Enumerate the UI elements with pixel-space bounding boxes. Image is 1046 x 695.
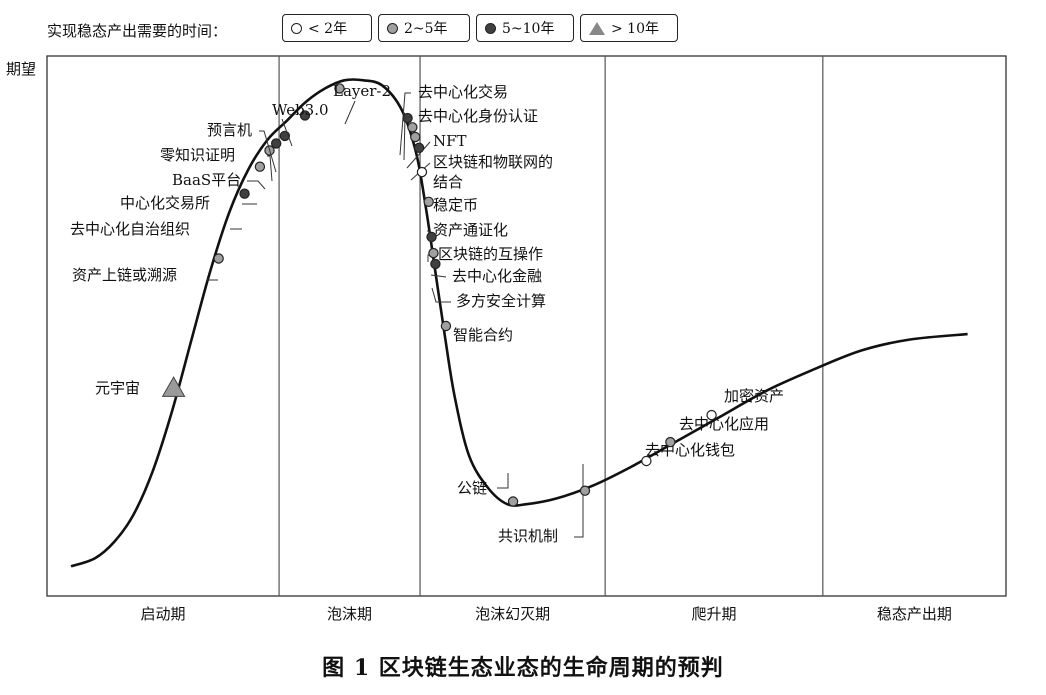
point-marker — [410, 131, 421, 143]
point-marker — [254, 161, 266, 172]
point-label: 中心化交易所 — [120, 194, 210, 212]
leader-line — [574, 464, 584, 538]
phase-label: 启动期 — [141, 605, 186, 623]
point-label: 元宇宙 — [95, 379, 140, 397]
point-label: 去中心化自治组织 — [70, 220, 190, 238]
legend-item-lt2: < 2年 — [282, 14, 372, 42]
phase-label: 泡沫幻灭期 — [475, 605, 550, 623]
figure-caption: 图 1 区块链生态业态的生命周期的预判 — [322, 655, 724, 681]
leader-line — [399, 92, 411, 156]
point-label: 资产通证化 — [433, 221, 508, 239]
point-label: 去中心化交易 — [418, 83, 508, 101]
phase-label: 稳态产出期 — [877, 605, 952, 623]
point-label: 区块链和物联网的结合 — [433, 153, 553, 191]
point-label: 区块链的互操作 — [438, 245, 543, 263]
leader-line — [406, 141, 431, 169]
point-label: 共识机制 — [498, 527, 558, 545]
point-marker — [706, 409, 717, 421]
point-marker — [428, 247, 439, 259]
legend-item-label: 5~10年 — [502, 21, 555, 37]
point-marker — [402, 112, 413, 124]
point-marker-triangle — [161, 376, 186, 397]
point-label: 智能合约 — [453, 326, 513, 344]
circle-gray-icon — [387, 22, 398, 34]
legend-item-5to10: 5~10年 — [476, 14, 574, 42]
point-marker — [413, 142, 425, 153]
point-label: 资产上链或溯源 — [72, 266, 177, 284]
phase-label: 泡沫期 — [327, 605, 372, 623]
point-label: Layer-2 — [333, 82, 391, 100]
leader-line — [247, 180, 266, 190]
point-label: 去中心化金融 — [452, 267, 542, 285]
leader-line — [344, 100, 356, 125]
point-label: 多方安全计算 — [456, 292, 546, 310]
leader-line — [267, 155, 273, 182]
legend: 实现稳态产出需要的时间： < 2年 2~5年 5~10年 > 10年 — [0, 0, 1046, 50]
point-label: 稳定币 — [433, 196, 478, 214]
leader-line — [259, 130, 277, 173]
point-label: 去中心化身份认证 — [418, 107, 538, 125]
triangle-icon — [589, 21, 605, 35]
point-marker — [271, 138, 282, 149]
legend-title: 实现稳态产出需要的时间： — [47, 22, 228, 40]
y-axis-label: 期望 — [6, 60, 36, 78]
circle-dark-icon — [485, 22, 496, 34]
point-marker — [665, 436, 676, 448]
point-label: 预言机 — [207, 121, 252, 139]
circle-white-icon — [291, 22, 302, 34]
point-label: NFT — [433, 132, 467, 150]
point-marker — [426, 231, 437, 243]
point-marker — [440, 320, 452, 332]
leader-line — [281, 118, 293, 147]
point-marker — [299, 110, 311, 121]
leader-line — [431, 287, 451, 303]
point-marker — [423, 196, 434, 207]
point-marker — [579, 485, 591, 496]
point-label: 加密资产 — [724, 387, 784, 405]
legend-item-label: < 2年 — [308, 21, 348, 37]
phase-label: 爬升期 — [691, 605, 736, 623]
point-marker — [641, 455, 652, 467]
point-marker — [416, 166, 428, 178]
legend-item-label: 2~5年 — [404, 21, 448, 37]
leader-line — [497, 473, 509, 489]
leader-line — [430, 274, 447, 278]
point-label: 去中心化应用 — [679, 415, 769, 433]
point-marker — [430, 258, 441, 270]
legend-item-label: > 10年 — [611, 21, 659, 37]
point-marker — [239, 188, 250, 199]
leader-line — [403, 116, 411, 161]
point-marker — [213, 253, 224, 264]
point-label: BaaS平台 — [172, 171, 241, 189]
point-marker — [407, 122, 418, 133]
point-label: Web3.0 — [272, 101, 329, 119]
point-label: 去中心化钱包 — [645, 441, 735, 459]
point-marker — [507, 496, 519, 507]
point-label: 零知识证明 — [160, 146, 235, 164]
plot-frame — [46, 55, 1007, 597]
legend-item-gt10: > 10年 — [580, 14, 678, 42]
point-label: 公链 — [457, 479, 487, 497]
legend-item-2to5: 2~5年 — [378, 14, 470, 42]
point-marker — [334, 83, 345, 94]
